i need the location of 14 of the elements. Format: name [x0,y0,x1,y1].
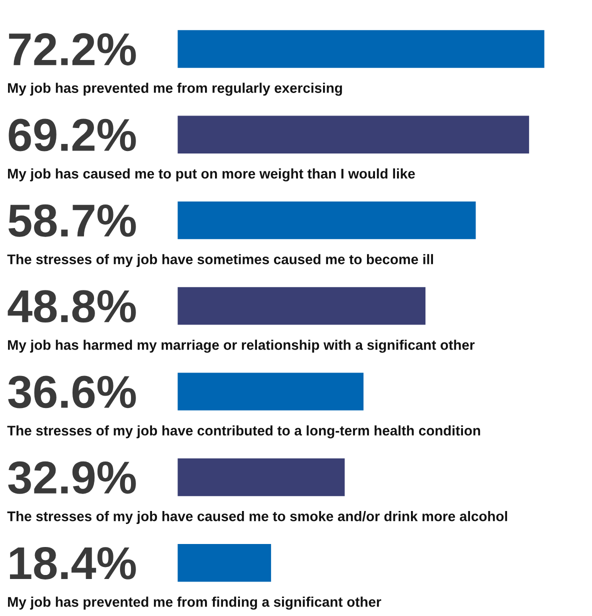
y-tick-label: The stresses of my job have caused me to smoke and/or drink more alcohol [7,511,508,524]
data-label: 58.7% [8,204,136,237]
data-label: 72.2% [9,33,136,66]
y-tick-label: The stresses of my job have sometimes caused me to become ill [7,254,433,268]
y-tick-label: The stresses of my job have contributed to a long-term health condition [7,425,480,438]
y-tick-label: My job has prevented me from finding a significant other [8,596,382,610]
data-label: 69.2% [8,118,136,152]
y-tick-label: My job has prevented me from regularly exercising [8,82,342,96]
y-tick-label: My job has caused me to put on more weight than I would like [8,168,415,182]
data-label: 18.4% [10,547,136,580]
data-label: 32.9% [8,461,136,494]
data-label: 36.6% [8,376,136,408]
y-tick-label: My job has harmed my marriage or relationship with a significant other [8,340,475,353]
data-label: 48.8% [8,290,136,323]
